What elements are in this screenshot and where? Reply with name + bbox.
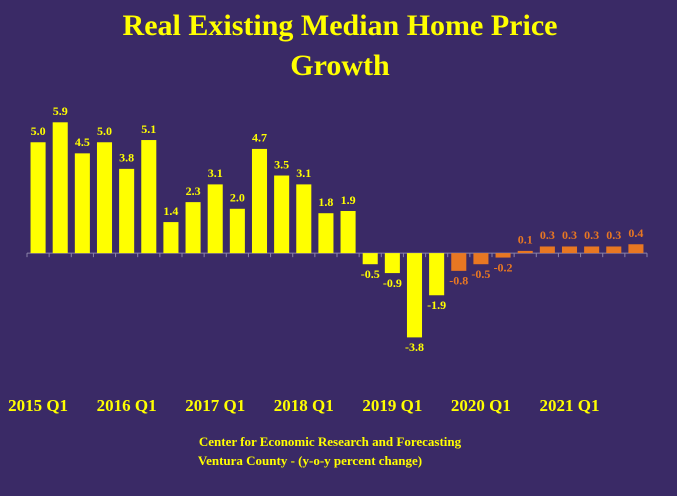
bar [74,153,90,254]
data-label: 0.3 [540,228,555,242]
x-tick-label: 2021 Q1 [540,396,600,415]
data-label: 5.0 [31,124,46,138]
data-label: 3.1 [296,166,311,180]
bar [495,253,511,258]
bar [473,253,489,265]
x-tick-label: 2018 Q1 [274,396,334,415]
source-note: Ventura County - (y-o-y percent change) [198,453,422,468]
bar [274,175,290,254]
data-label: 4.7 [252,131,267,145]
bar [296,184,312,254]
bar [52,122,68,254]
data-label: 5.0 [97,124,112,138]
bar [119,168,135,254]
data-label: 1.8 [318,195,333,209]
bar [30,142,46,254]
bar [340,211,356,254]
x-tick-label: 2019 Q1 [362,396,422,415]
source-note: Center for Economic Research and Forecas… [199,434,462,449]
bar [406,253,423,338]
chart-title: Real Existing Median Home Price [123,9,558,42]
data-label: 0.4 [628,226,643,240]
bar [606,246,622,254]
data-label: 4.5 [75,135,90,149]
data-label: 0.3 [606,228,621,242]
data-label: 2.0 [230,191,245,205]
data-label: 3.8 [119,151,134,165]
data-label: -0.2 [494,260,513,274]
x-tick-label: 2015 Q1 [8,396,68,415]
data-label: 1.9 [341,193,356,207]
data-label: -0.5 [471,267,490,281]
chart-title: Growth [290,49,390,82]
data-label: 2.3 [186,184,201,198]
data-label: 3.1 [208,166,223,180]
data-label: -3.8 [405,340,424,354]
bar [429,253,445,296]
bar [96,142,113,254]
bar [185,202,201,254]
bar [451,253,467,271]
bar [517,250,533,254]
bar [539,246,555,254]
data-label: -1.9 [427,298,446,312]
bar [141,140,157,254]
bar [584,246,600,254]
data-label: 0.3 [584,228,599,242]
bar [561,246,578,254]
x-tick-label: 2017 Q1 [185,396,245,415]
data-label: -0.9 [383,276,402,290]
bar [163,222,179,254]
bar [384,253,400,274]
data-label: 5.1 [141,122,156,136]
x-tick-label: 2020 Q1 [451,396,511,415]
data-label: 3.5 [274,157,289,171]
data-label: 5.9 [53,104,68,118]
bar [207,184,223,254]
data-label: -0.5 [361,267,380,281]
x-tick-label: 2016 Q1 [97,396,157,415]
bar [229,208,245,254]
data-label: -0.8 [449,274,468,288]
bar [251,148,268,254]
data-label: 0.3 [562,228,577,242]
data-label: 1.4 [163,204,178,218]
bar [628,244,644,254]
data-label: 0.1 [518,233,533,247]
bar [362,253,378,265]
bar [318,213,334,254]
